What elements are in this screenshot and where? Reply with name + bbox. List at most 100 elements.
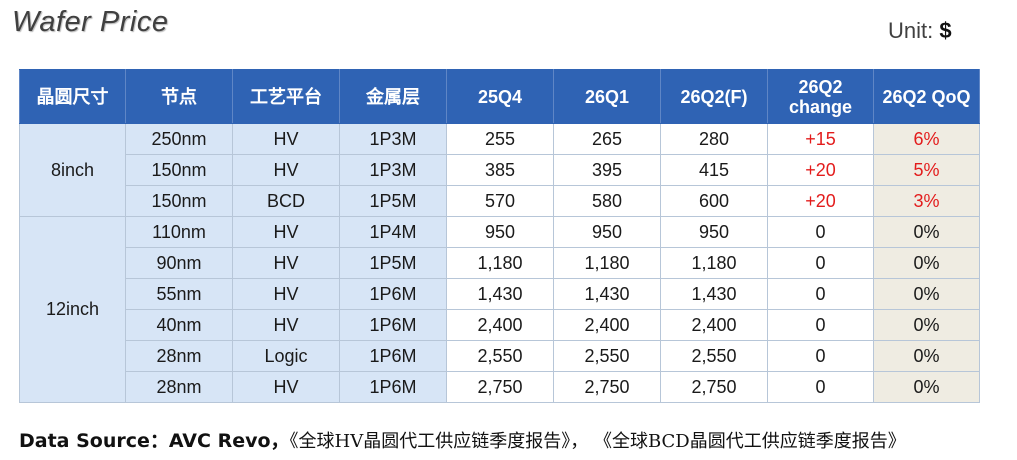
- price-26q1-cell: 1,430: [553, 278, 661, 310]
- column-header-7: 26Q2 change: [767, 69, 874, 124]
- column-header-2: 工艺平台: [232, 69, 340, 124]
- column-header-1: 节点: [125, 69, 233, 124]
- source-reports: 《全球HV晶圆代工供应链季度报告》， 《全球BCD晶圆代工供应链季度报告》: [289, 431, 906, 452]
- wafer-size-cell: 12inch: [19, 216, 126, 403]
- price-26q2f-cell: 1,430: [660, 278, 768, 310]
- platform-cell: HV: [232, 123, 340, 155]
- table-row: 28nm Logic 1P6M 2,550 2,550 2,550 0 0%: [20, 340, 980, 372]
- unit-label: Unit: $: [888, 18, 952, 44]
- unit-text: Unit:: [888, 18, 940, 43]
- metal-layer-cell: 1P6M: [339, 371, 447, 403]
- price-26q2f-cell: 2,750: [660, 371, 768, 403]
- node-cell: 90nm: [125, 247, 233, 279]
- price-26q1-cell: 265: [553, 123, 661, 155]
- change-cell: +20: [767, 185, 874, 217]
- price-26q2f-cell: 2,400: [660, 309, 768, 341]
- table-row: 150nm BCD 1P5M 570 580 600 +20 3%: [20, 185, 980, 217]
- column-header-0: 晶圆尺寸: [19, 69, 126, 124]
- platform-cell: Logic: [232, 340, 340, 372]
- price-25q4-cell: 950: [446, 216, 554, 248]
- node-cell: 40nm: [125, 309, 233, 341]
- platform-cell: HV: [232, 154, 340, 186]
- node-cell: 28nm: [125, 371, 233, 403]
- price-26q1-cell: 950: [553, 216, 661, 248]
- table-row: 28nm HV 1P6M 2,750 2,750 2,750 0 0%: [20, 371, 980, 403]
- platform-cell: BCD: [232, 185, 340, 217]
- metal-layer-cell: 1P6M: [339, 340, 447, 372]
- metal-layer-cell: 1P5M: [339, 185, 447, 217]
- price-26q1-cell: 580: [553, 185, 661, 217]
- metal-layer-cell: 1P6M: [339, 309, 447, 341]
- change-cell: 0: [767, 309, 874, 341]
- node-cell: 250nm: [125, 123, 233, 155]
- platform-cell: HV: [232, 309, 340, 341]
- table-row: 90nm HV 1P5M 1,180 1,180 1,180 0 0%: [20, 247, 980, 279]
- price-26q2f-cell: 280: [660, 123, 768, 155]
- price-25q4-cell: 1,430: [446, 278, 554, 310]
- data-source: Data Source：AVC Revo，《全球HV晶圆代工供应链季度报告》， …: [19, 426, 906, 453]
- platform-cell: HV: [232, 247, 340, 279]
- table-row: 150nm HV 1P3M 385 395 415 +20 5%: [20, 154, 980, 186]
- price-25q4-cell: 255: [446, 123, 554, 155]
- price-26q2f-cell: 1,180: [660, 247, 768, 279]
- qoq-cell: 3%: [873, 185, 980, 217]
- qoq-cell: 6%: [873, 123, 980, 155]
- platform-cell: HV: [232, 216, 340, 248]
- table-row: 12inch 110nm HV 1P4M 950 950 950 0 0%: [19, 216, 980, 403]
- price-26q2f-cell: 2,550: [660, 340, 768, 372]
- price-25q4-cell: 2,750: [446, 371, 554, 403]
- column-header-3: 金属层: [339, 69, 447, 124]
- node-cell: 28nm: [125, 340, 233, 372]
- qoq-cell: 0%: [873, 340, 980, 372]
- qoq-cell: 0%: [873, 309, 980, 341]
- column-header-5: 26Q1: [553, 69, 661, 124]
- price-25q4-cell: 385: [446, 154, 554, 186]
- qoq-cell: 5%: [873, 154, 980, 186]
- price-26q1-cell: 1,180: [553, 247, 661, 279]
- node-cell: 150nm: [125, 185, 233, 217]
- qoq-cell: 0%: [873, 278, 980, 310]
- metal-layer-cell: 1P4M: [339, 216, 447, 248]
- node-cell: 150nm: [125, 154, 233, 186]
- table-header-row: 晶圆尺寸 节点 工艺平台 金属层 25Q4 26Q1 26Q2(F) 26Q2 change 26…: [19, 69, 980, 124]
- unit-symbol: $: [939, 18, 952, 43]
- metal-layer-cell: 1P6M: [339, 278, 447, 310]
- price-26q1-cell: 395: [553, 154, 661, 186]
- table-row: 40nm HV 1P6M 2,400 2,400 2,400 0 0%: [20, 309, 980, 341]
- price-26q2f-cell: 950: [660, 216, 768, 248]
- change-cell: +20: [767, 154, 874, 186]
- price-25q4-cell: 570: [446, 185, 554, 217]
- change-cell: +15: [767, 123, 874, 155]
- price-26q2f-cell: 415: [660, 154, 768, 186]
- price-25q4-cell: 2,550: [446, 340, 554, 372]
- page-title: Wafer Price: [12, 6, 169, 38]
- price-26q1-cell: 2,550: [553, 340, 661, 372]
- price-25q4-cell: 2,400: [446, 309, 554, 341]
- metal-layer-cell: 1P5M: [339, 247, 447, 279]
- table-body: 8inch 250nm HV 1P3M 255 265 280 +15 6% 150nm HV 1P3…: [19, 123, 980, 403]
- price-26q1-cell: 2,400: [553, 309, 661, 341]
- qoq-cell: 0%: [873, 216, 980, 248]
- price-26q1-cell: 2,750: [553, 371, 661, 403]
- metal-layer-cell: 1P3M: [339, 154, 447, 186]
- table-row: 8inch 250nm HV 1P3M 255 265 280 +15 6%: [19, 123, 980, 217]
- change-cell: 0: [767, 340, 874, 372]
- price-25q4-cell: 1,180: [446, 247, 554, 279]
- node-cell: 55nm: [125, 278, 233, 310]
- node-cell: 110nm: [125, 216, 233, 248]
- platform-cell: HV: [232, 371, 340, 403]
- change-cell: 0: [767, 371, 874, 403]
- column-header-8: 26Q2 QoQ: [873, 69, 980, 124]
- source-label: Data Source：AVC Revo，: [19, 430, 290, 452]
- wafer-size-cell: 8inch: [19, 123, 126, 217]
- table-row: 55nm HV 1P6M 1,430 1,430 1,430 0 0%: [20, 278, 980, 310]
- price-26q2f-cell: 600: [660, 185, 768, 217]
- change-cell: 0: [767, 278, 874, 310]
- column-header-6: 26Q2(F): [660, 69, 768, 124]
- change-cell: 0: [767, 247, 874, 279]
- metal-layer-cell: 1P3M: [339, 123, 447, 155]
- column-header-4: 25Q4: [446, 69, 554, 124]
- platform-cell: HV: [232, 278, 340, 310]
- wafer-price-table: 晶圆尺寸 节点 工艺平台 金属层 25Q4 26Q1 26Q2(F) 26Q2 change 26…: [19, 69, 980, 403]
- qoq-cell: 0%: [873, 371, 980, 403]
